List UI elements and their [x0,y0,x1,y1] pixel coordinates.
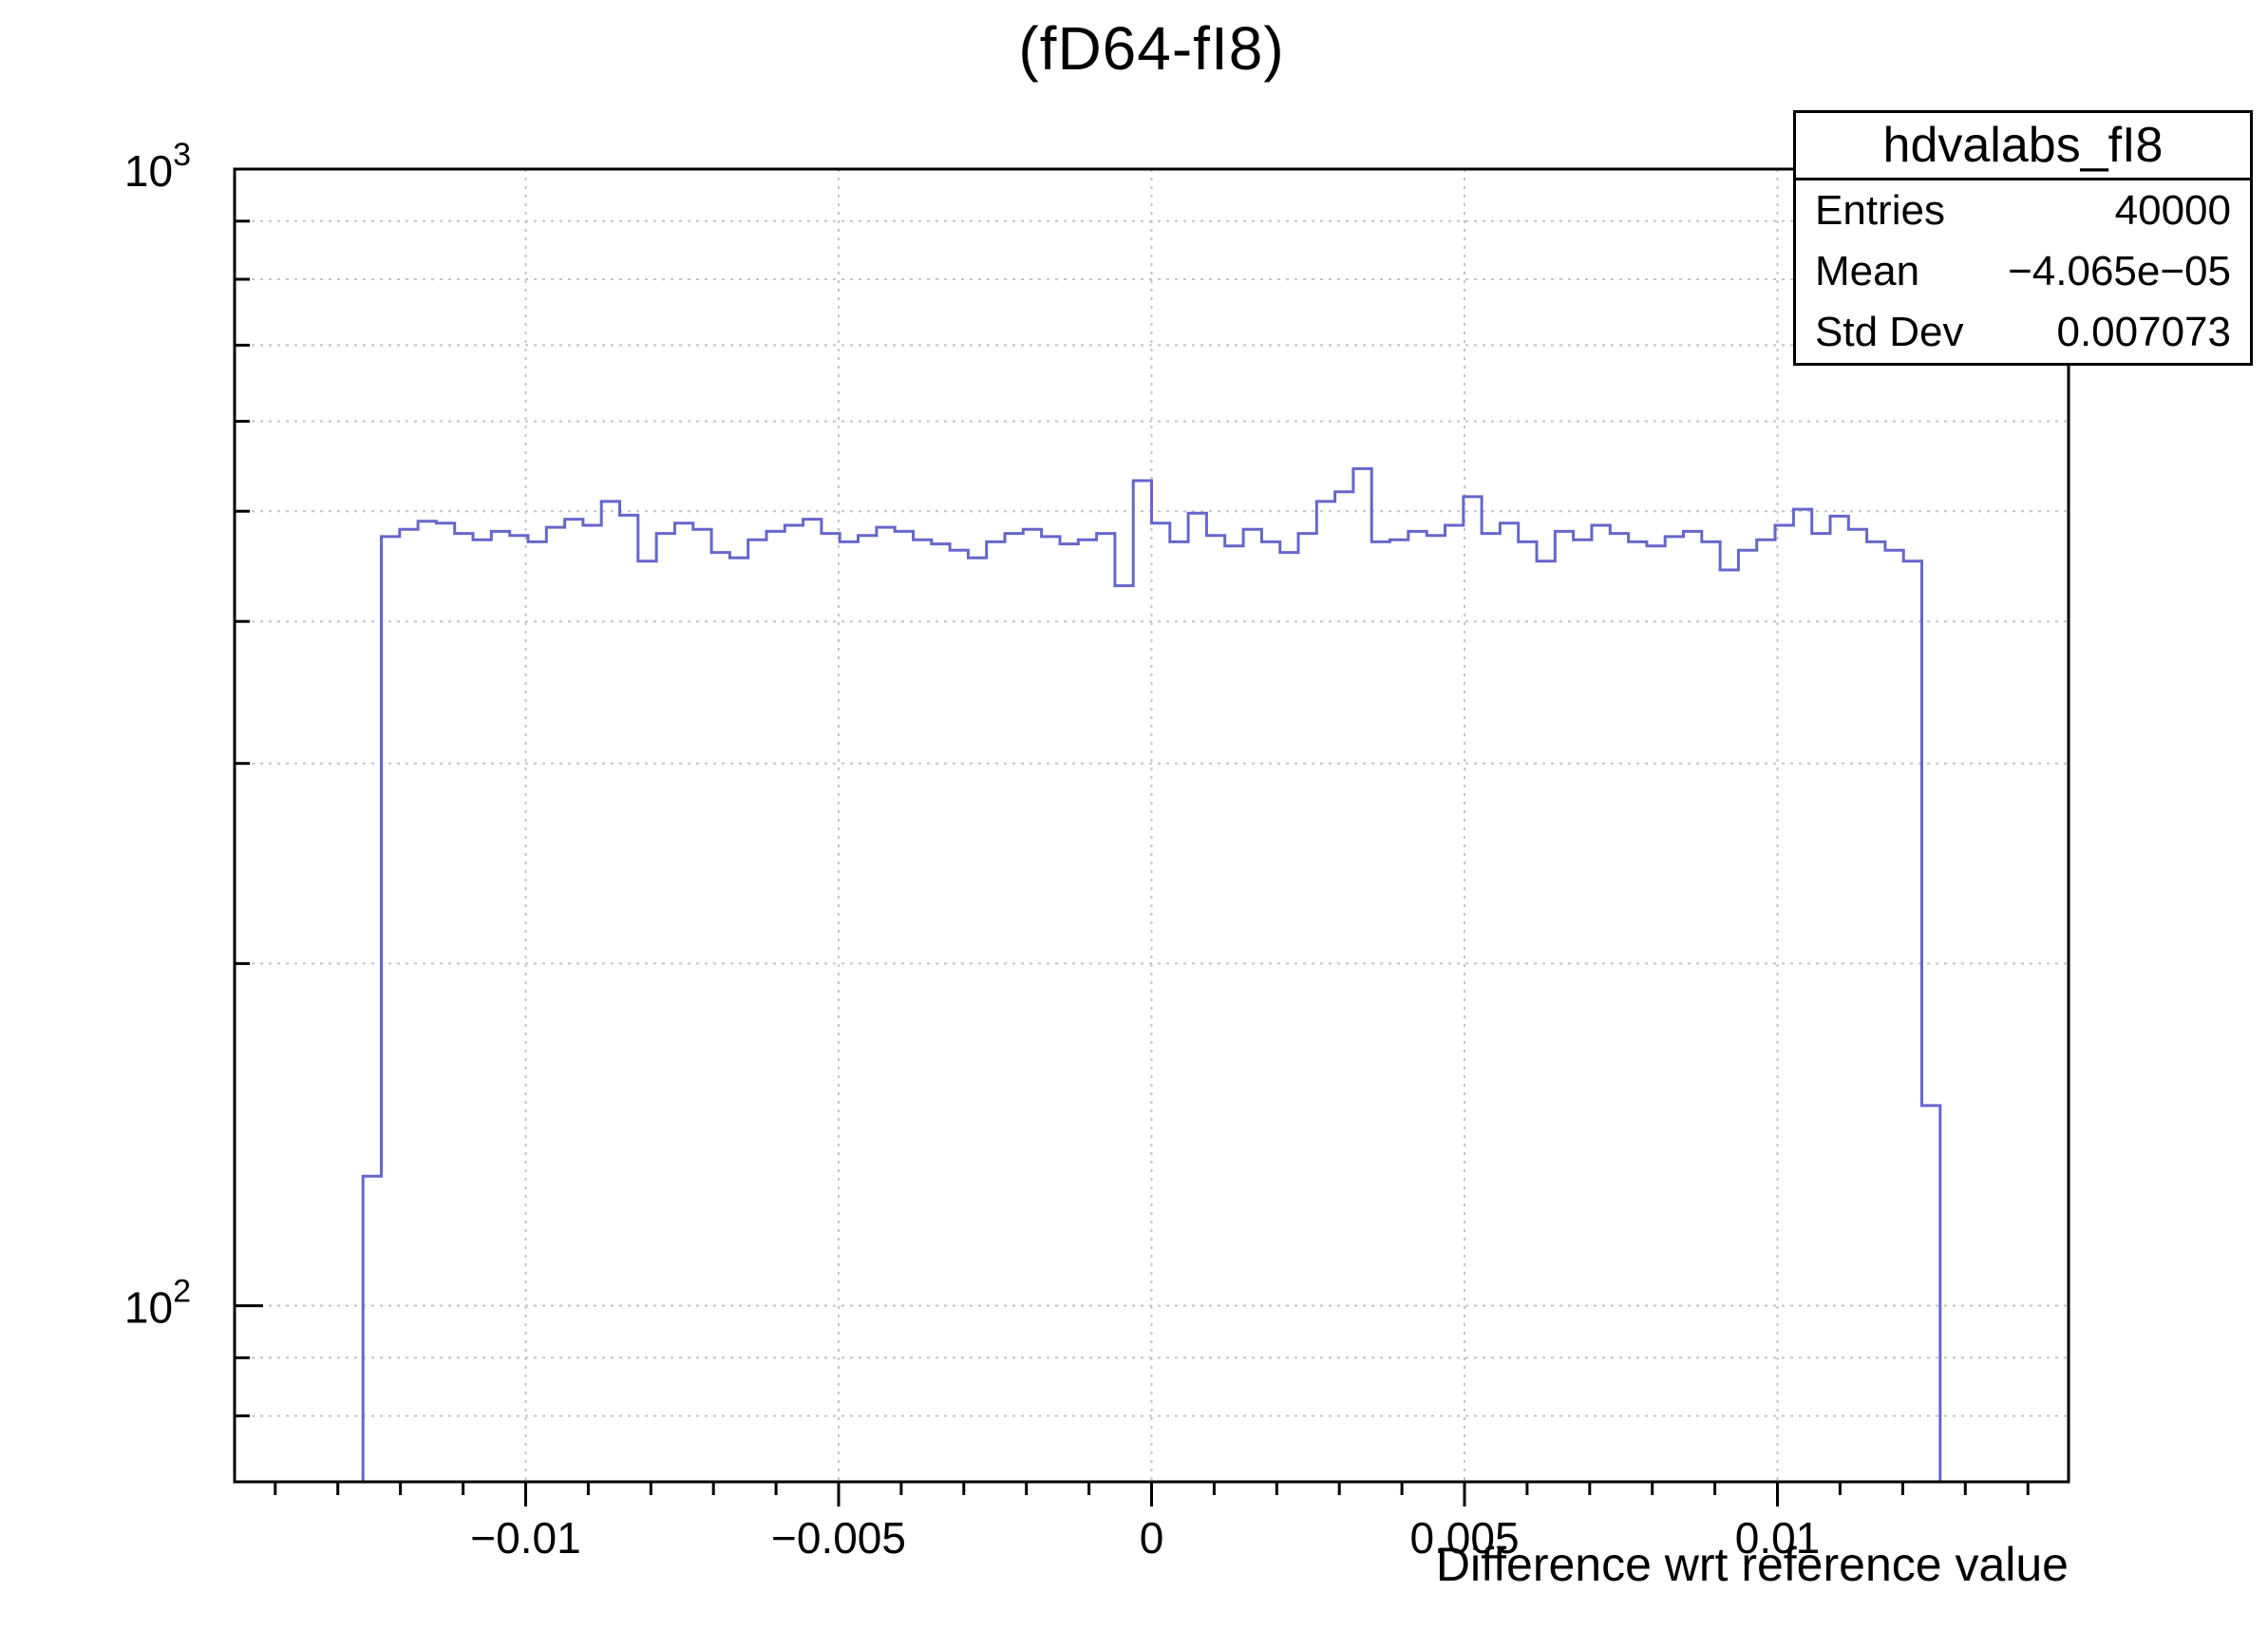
x-tick-label: −0.005 [771,1513,906,1563]
x-tick-label: 0.01 [1735,1513,1821,1563]
stats-row-entries: Entries 40000 [1796,180,2250,241]
stats-box: hdvalabs_fI8 Entries 40000 Mean −4.065e−… [1793,110,2253,366]
histogram-line [235,466,2069,1484]
stats-mean-value: −4.065e−05 [2008,248,2231,294]
y-tick-label: 103 [124,137,191,196]
stats-entries-label: Entries [1815,187,1945,234]
x-tick-label: −0.01 [470,1513,580,1563]
stats-stddev-label: Std Dev [1815,309,1964,355]
grid-layer [235,168,2069,1482]
stats-stddev-value: 0.007073 [2056,309,2231,355]
y-tick-label: 102 [124,1274,191,1333]
y-tick-labels: 102 103 [124,137,191,1333]
x-axis-title: Difference wrt reference value [1435,1538,2069,1591]
stats-mean-label: Mean [1815,248,1920,294]
stats-row-stddev: Std Dev 0.007073 [1796,302,2250,363]
tick-layer [235,167,2030,1507]
x-tick-labels: −0.01 −0.005 0 0.005 0.01 [470,1513,1820,1563]
stats-entries-value: 40000 [2114,187,2231,234]
page-title: (fD64-fI8) [1018,14,1285,83]
x-tick-label: 0.005 [1409,1513,1519,1563]
stats-box-title: hdvalabs_fI8 [1796,113,2250,180]
stats-row-mean: Mean −4.065e−05 [1796,241,2250,302]
x-tick-label: 0 [1140,1513,1164,1563]
